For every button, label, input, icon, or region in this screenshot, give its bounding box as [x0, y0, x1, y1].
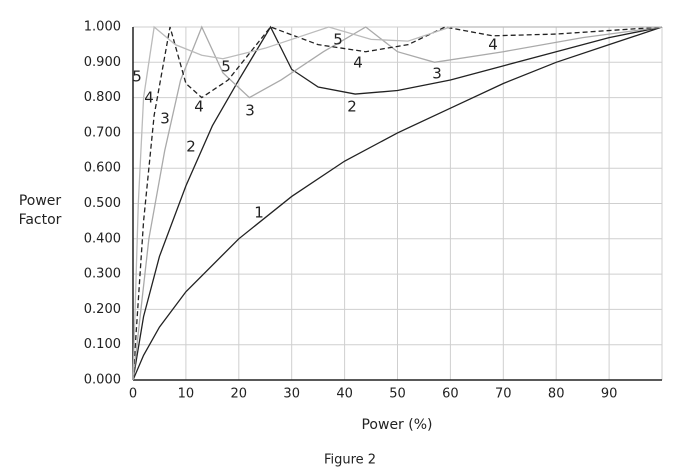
x-tick-label: 80 [548, 387, 565, 402]
series-line [132, 25, 663, 381]
x-tick-label: 90 [601, 387, 618, 402]
y-tick-label: 0.100 [84, 337, 121, 352]
curve-label: 5 [221, 58, 231, 76]
curve-label: 3 [160, 110, 170, 128]
series-line [132, 26, 663, 381]
x-tick-label: 70 [495, 387, 512, 402]
curve-label: 4 [488, 36, 498, 54]
x-tick-label: 0 [129, 387, 137, 402]
x-tick-label: 60 [442, 387, 459, 402]
curve-label: 4 [353, 54, 363, 72]
y-tick-label: 0.800 [84, 90, 121, 105]
y-tick-label: 0.700 [84, 125, 121, 140]
curve-label: 2 [347, 98, 357, 116]
y-tick-label: 1.000 [84, 20, 121, 35]
series-line [132, 25, 662, 381]
curve-label: 2 [186, 138, 196, 156]
curve-label: 5 [333, 31, 343, 49]
chart-title: Figure 2 [324, 453, 376, 468]
y-tick-label: 0.000 [84, 373, 121, 388]
x-tick-label: 10 [178, 387, 195, 402]
y-tick-label: 0.900 [84, 55, 121, 70]
curve-label: 4 [194, 98, 204, 116]
curve-label: 4 [144, 89, 154, 107]
y-tick-label: 0.500 [84, 196, 121, 211]
series-line [132, 25, 663, 381]
x-axis-label: Power (%) [361, 417, 432, 433]
y-tick-label: 0.200 [84, 302, 121, 317]
x-tick-label: 40 [336, 387, 353, 402]
curve-label: 3 [245, 102, 255, 120]
y-axis-label: Power Factor [18, 193, 62, 228]
y-tick-label: 0.300 [84, 267, 121, 282]
y-tick-label: 0.600 [84, 161, 121, 176]
curve-label: 3 [432, 65, 442, 83]
x-tick-label: 30 [283, 387, 300, 402]
x-tick-label: 50 [389, 387, 406, 402]
y-tick-label: 0.400 [84, 231, 121, 246]
curve-label: 5 [132, 68, 142, 86]
curve-label: 1 [254, 204, 264, 222]
x-tick-label: 20 [231, 387, 248, 402]
